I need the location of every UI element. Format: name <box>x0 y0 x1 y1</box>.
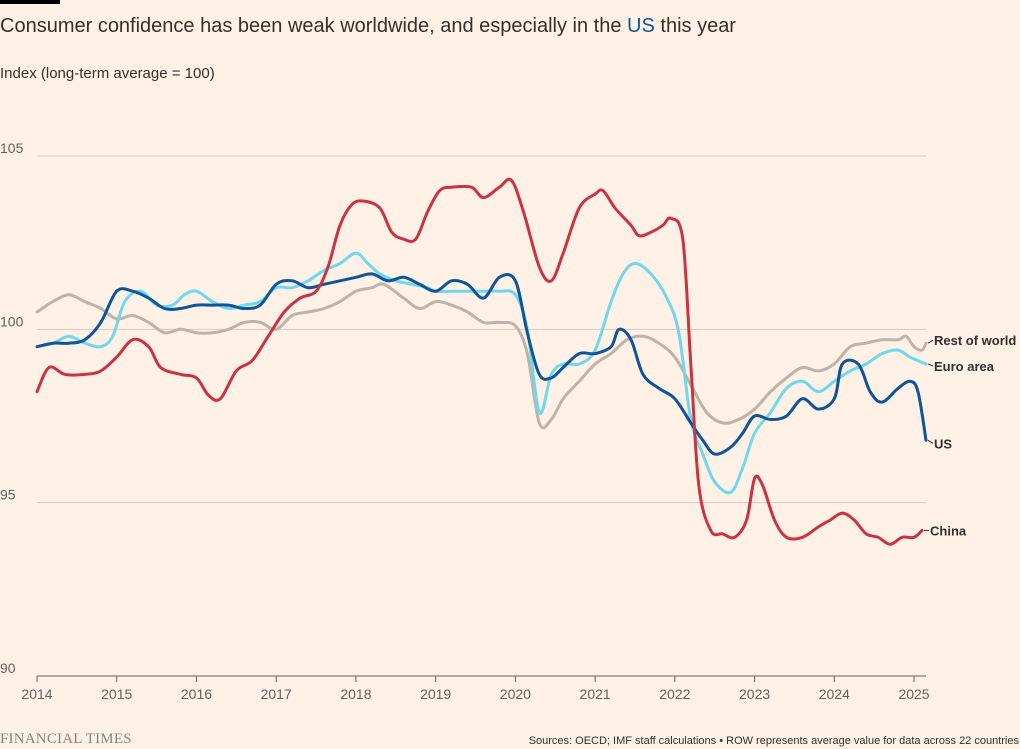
series-label-rest-of-world: Rest of world <box>934 333 1016 348</box>
series-line-us <box>35 272 928 456</box>
x-tick-label-2023: 2023 <box>739 686 770 702</box>
x-tick-label-2016: 2016 <box>181 686 212 702</box>
x-tick-label-2017: 2017 <box>261 686 292 702</box>
brand-bar <box>0 0 60 4</box>
label-connector-euro-area <box>927 363 934 367</box>
label-connector-rest-of-world <box>927 339 934 344</box>
y-tick-label-95: 95 <box>0 487 16 503</box>
series-line-rest-of-world <box>35 282 928 430</box>
label-connector-us <box>927 439 934 444</box>
x-tick-label-2021: 2021 <box>580 686 611 702</box>
chart-title: Consumer confidence has been weak worldw… <box>0 15 736 38</box>
title-highlight-us: US <box>627 15 655 37</box>
x-tick-label-2019: 2019 <box>420 686 451 702</box>
series-label-us: US <box>934 436 952 451</box>
series-label-euro-area: Euro area <box>934 359 995 374</box>
x-tick-label-2022: 2022 <box>659 686 690 702</box>
x-tick-label-2020: 2020 <box>500 686 531 702</box>
series-line-china <box>35 177 924 546</box>
x-tick-label-2015: 2015 <box>101 686 132 702</box>
y-axis-label: Index (long-term average = 100) <box>0 65 215 82</box>
x-tick-label-2014: 2014 <box>21 686 52 702</box>
x-tick-label-2024: 2024 <box>819 686 850 702</box>
x-tick-label-2025: 2025 <box>898 686 929 702</box>
series-label-china: China <box>930 523 967 538</box>
ft-logo: FINANCIAL TIMES <box>0 731 132 747</box>
y-tick-label-90: 90 <box>0 660 16 676</box>
x-tick-label-2018: 2018 <box>340 686 371 702</box>
series-line-euro-area <box>35 251 928 495</box>
y-tick-label-105: 105 <box>0 140 24 156</box>
y-tick-label-100: 100 <box>0 313 24 329</box>
title-text-end: this year <box>654 15 736 37</box>
source-note: Sources: OECD; IMF staff calculations • … <box>528 735 1019 747</box>
title-text: Consumer confidence has been weak worldw… <box>0 15 628 37</box>
